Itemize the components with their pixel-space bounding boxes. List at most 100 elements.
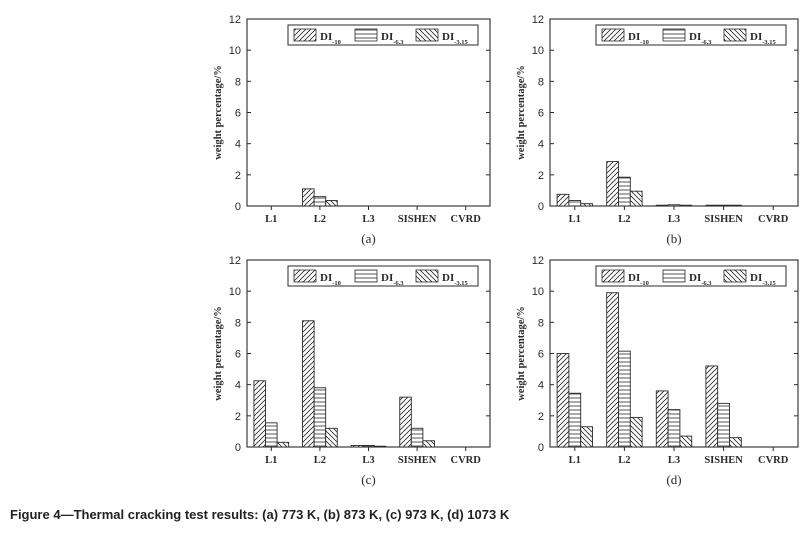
legend-entry: DI-3.15 [750, 272, 777, 287]
legend-swatch [293, 269, 317, 283]
y-tick-label: 0 [235, 201, 241, 213]
legend-entry: DI-3.15 [750, 31, 777, 46]
y-tick-label: 6 [538, 349, 544, 361]
chart-panel-1: 0 2 4 6 8 10 12 weight percentage/% L1 L2 L3 SISHEN… [516, 14, 799, 246]
y-tick-label: 12 [229, 14, 241, 26]
x-tick-label: CVRD [758, 455, 789, 466]
y-tick-label: 12 [532, 14, 544, 26]
y-tick-label: 10 [229, 286, 241, 298]
bar [399, 396, 412, 448]
bar [667, 204, 681, 207]
bar [717, 402, 730, 448]
bar [629, 190, 643, 207]
y-tick-label: 0 [235, 442, 241, 454]
legend-entry: DI-10 [320, 31, 341, 46]
x-tick-label: L3 [668, 455, 680, 466]
x-tick-label: L3 [362, 455, 374, 466]
x-tick-label: SISHEN [398, 214, 437, 225]
legend-swatch [662, 28, 686, 42]
panel-label: (b) [666, 231, 681, 246]
bar [618, 350, 631, 448]
bar [705, 365, 719, 448]
legend-swatch [601, 269, 625, 283]
bar [325, 427, 338, 448]
x-tick-label: L2 [618, 214, 630, 225]
bar [580, 203, 593, 207]
bar [422, 440, 435, 448]
x-tick-label: CVRD [451, 455, 482, 466]
y-tick-label: 6 [235, 349, 241, 361]
y-axis-label: weight percentage/% [213, 65, 224, 160]
y-tick-label: 8 [235, 76, 241, 88]
legend-entry: DI-6.3 [689, 31, 712, 46]
y-tick-label: 12 [532, 255, 544, 267]
legend-entry: DI-10 [628, 272, 649, 287]
legend-entry: DI-6.3 [381, 31, 404, 46]
bar [325, 200, 338, 207]
y-axis-label: weight percentage/% [213, 306, 224, 401]
legend-swatch [723, 269, 747, 283]
legend-swatch [415, 28, 439, 42]
legend-swatch [662, 269, 686, 283]
bar [629, 416, 643, 448]
x-tick-label: L3 [362, 214, 374, 225]
plot-frame [549, 18, 799, 207]
legend-swatch [601, 28, 625, 42]
bar [679, 204, 693, 207]
x-tick-label: L2 [618, 455, 630, 466]
y-tick-label: 8 [538, 76, 544, 88]
y-tick-label: 10 [532, 286, 544, 298]
legend-entry: DI-10 [628, 31, 649, 46]
y-tick-label: 4 [538, 139, 544, 151]
legend-entry: DI-10 [320, 272, 341, 287]
panel-label: (d) [666, 472, 681, 487]
x-tick-label: SISHEN [704, 455, 743, 466]
y-tick-label: 0 [538, 442, 544, 454]
y-tick-label: 4 [538, 380, 544, 392]
x-tick-label: L1 [569, 214, 581, 225]
y-tick-label: 10 [532, 45, 544, 57]
bar [350, 444, 364, 448]
legend-swatch [354, 28, 378, 42]
bar [679, 435, 693, 448]
y-tick-label: 10 [229, 45, 241, 57]
bar [265, 422, 278, 448]
x-tick-label: L1 [569, 455, 581, 466]
bar [362, 444, 375, 448]
plot-frame [246, 18, 491, 207]
x-tick-label: CVRD [758, 214, 789, 225]
x-tick-label: SISHEN [704, 214, 743, 225]
x-tick-label: L1 [265, 455, 277, 466]
bar [253, 380, 266, 448]
bar [556, 353, 570, 448]
x-tick-label: L2 [314, 455, 326, 466]
bar [580, 426, 593, 448]
y-tick-label: 0 [538, 201, 544, 213]
y-tick-label: 12 [229, 255, 241, 267]
bar [373, 445, 387, 448]
chart-panel-0: 0 2 4 6 8 10 12 weight percentage/% L1 L2 L3 SISHEN… [213, 14, 491, 246]
chart-panel-2: 0 2 4 6 8 10 12 weight percentage/% L1 L2 L3 SISHEN… [213, 255, 491, 487]
bar [276, 441, 290, 448]
y-tick-label: 8 [235, 317, 241, 329]
bar [302, 188, 315, 207]
y-tick-label: 2 [538, 411, 544, 423]
y-tick-label: 2 [538, 170, 544, 182]
bar [729, 204, 742, 207]
x-tick-label: CVRD [451, 214, 482, 225]
panel-label: (c) [361, 472, 375, 487]
bar [667, 409, 681, 448]
bar [729, 437, 742, 448]
y-tick-label: 2 [235, 170, 241, 182]
bar [618, 176, 631, 207]
x-tick-label: L3 [668, 214, 680, 225]
bar [717, 204, 730, 207]
bar [313, 196, 327, 207]
y-axis-label: weight percentage/% [516, 306, 527, 401]
y-tick-label: 6 [235, 108, 241, 120]
bar [410, 427, 424, 448]
bar [606, 161, 619, 207]
legend-entry: DI-6.3 [689, 272, 712, 287]
legend-swatch [415, 269, 439, 283]
